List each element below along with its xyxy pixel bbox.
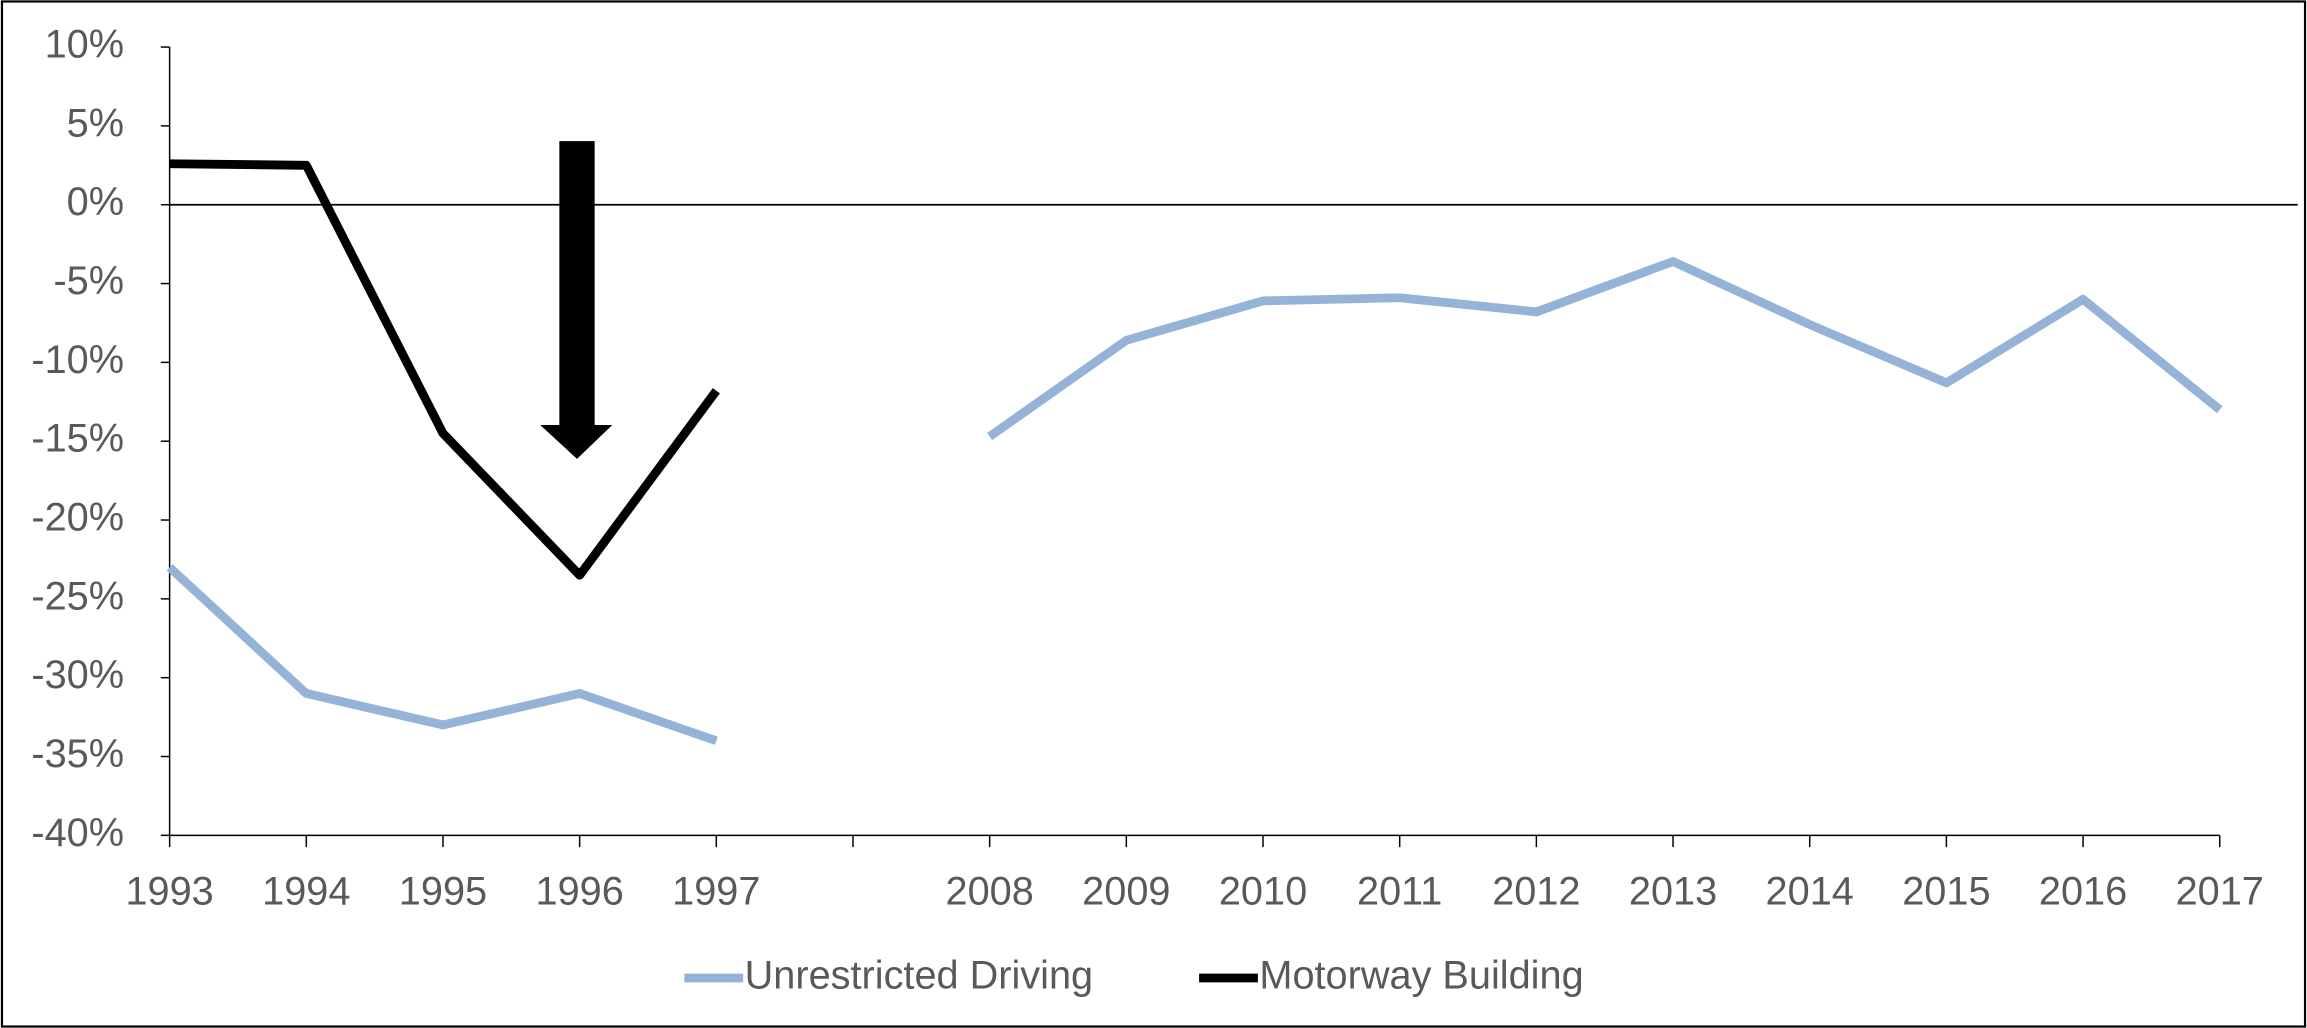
y-tick-label: -5%: [53, 259, 124, 303]
annotation-arrow: [540, 141, 613, 459]
y-tick-label: -25%: [31, 574, 124, 618]
x-tick-label: 1995: [399, 870, 487, 914]
x-tick-label: 1997: [672, 870, 760, 914]
y-tick-label: -30%: [31, 653, 124, 697]
series-line: [169, 159, 720, 580]
legend-label: Motorway Building: [1259, 953, 1583, 997]
y-tick-label: 0%: [67, 180, 124, 224]
x-tick-label: 2016: [2039, 870, 2127, 914]
x-tick-label: 2010: [1219, 870, 1307, 914]
x-tick-label: 1994: [262, 870, 350, 914]
x-tick-label: 1993: [125, 870, 213, 914]
y-tick-label: -40%: [31, 811, 124, 855]
series-line: [166, 257, 2223, 745]
x-tick-label: 2014: [1766, 870, 1854, 914]
x-tick-label: 2013: [1629, 870, 1717, 914]
legend-label: Unrestricted Driving: [745, 953, 1093, 997]
y-tick-label: -35%: [31, 732, 124, 776]
y-tick-label: -15%: [31, 417, 124, 461]
x-tick-label: 2017: [2176, 870, 2264, 914]
y-tick-label: -10%: [31, 338, 124, 382]
x-tick-label: 2009: [1082, 870, 1170, 914]
x-tick-label: 2015: [1902, 870, 1990, 914]
x-tick-label: 2008: [946, 870, 1034, 914]
y-tick-label: -20%: [31, 496, 124, 540]
y-tick-label: 5%: [67, 101, 124, 145]
x-tick-label: 1996: [535, 870, 623, 914]
x-tick-label: 2012: [1492, 870, 1580, 914]
x-tick-label: 2011: [1357, 870, 1442, 914]
y-tick-label: 10%: [45, 23, 124, 67]
